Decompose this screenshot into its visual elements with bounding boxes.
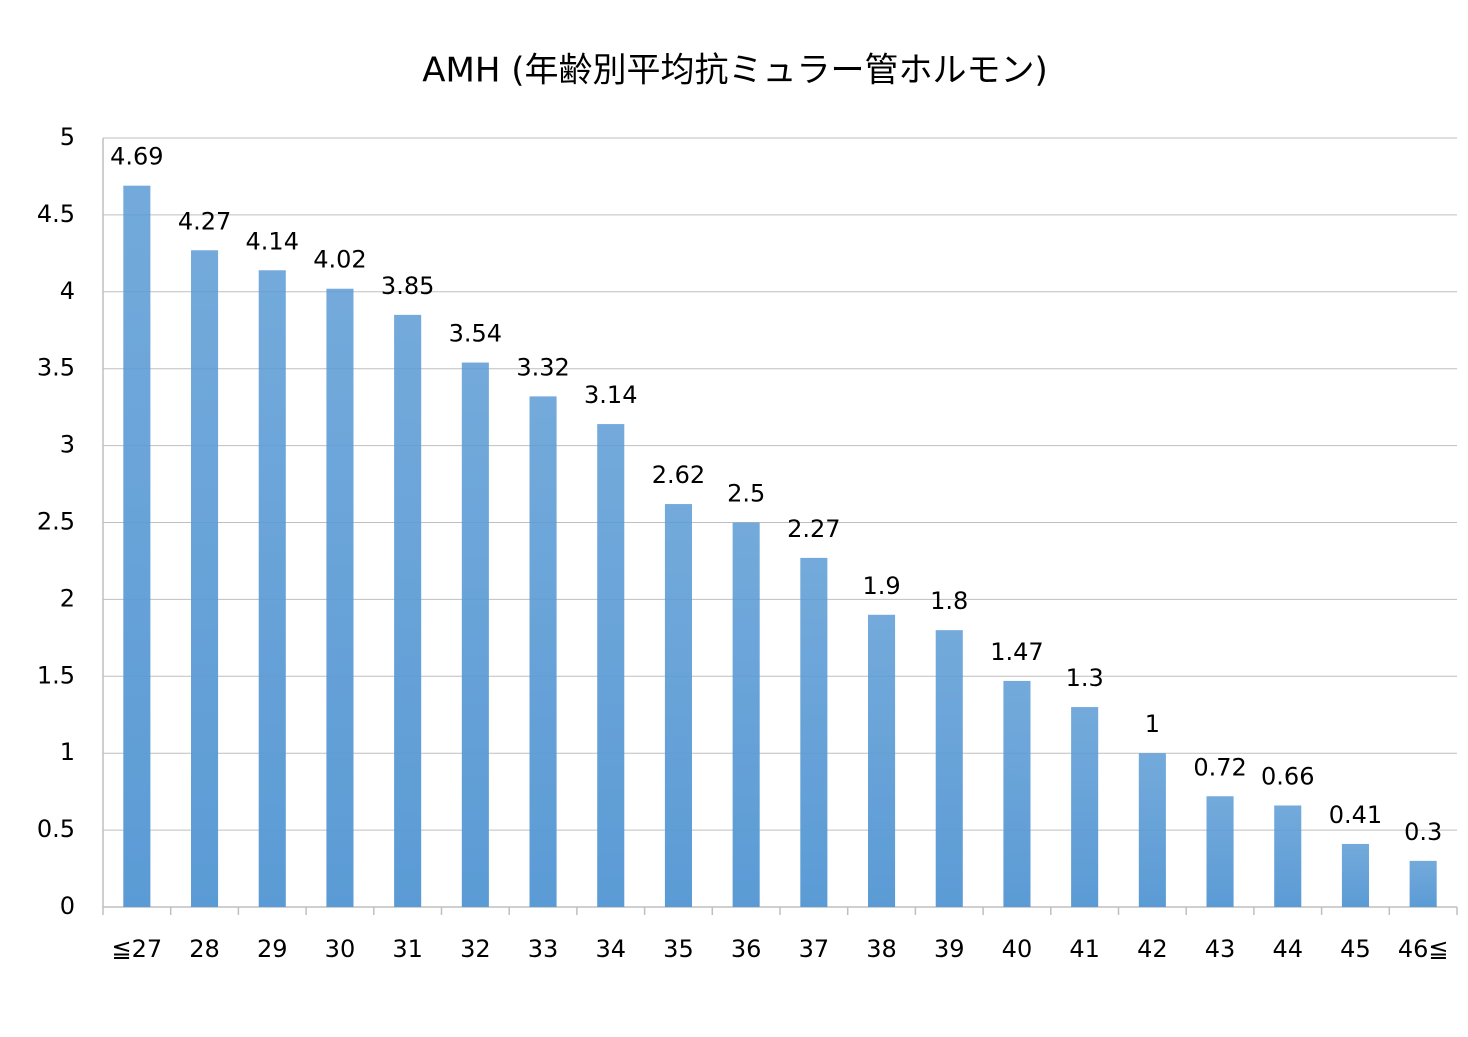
- bar: [123, 185, 151, 908]
- data-label: 2.27: [787, 515, 840, 543]
- x-tick-label: 29: [257, 935, 288, 963]
- y-tick-label: 4: [60, 277, 75, 305]
- bar: [191, 250, 219, 908]
- bar: [800, 557, 828, 907]
- bar: [258, 270, 286, 907]
- bar: [1003, 680, 1031, 907]
- y-tick-label: 5: [60, 123, 75, 151]
- data-label: 4.02: [313, 246, 366, 274]
- data-label: 4.69: [110, 143, 163, 171]
- y-tick-label: 0.5: [37, 815, 75, 843]
- x-tick-label: 37: [799, 935, 830, 963]
- y-tick-label: 2: [60, 584, 75, 612]
- data-label: 0.72: [1193, 753, 1246, 781]
- data-label: 0.3: [1404, 818, 1442, 846]
- bar: [1071, 707, 1099, 907]
- x-tick-label: 41: [1069, 935, 1100, 963]
- data-label: 3.85: [381, 272, 434, 300]
- x-tick-label: 45: [1340, 935, 1371, 963]
- data-label: 4.27: [178, 207, 231, 235]
- x-tick-label: 35: [663, 935, 694, 963]
- y-tick-label: 0: [60, 892, 75, 920]
- y-tick-label: 3: [60, 431, 75, 459]
- x-tick-label: 44: [1272, 935, 1303, 963]
- x-tick-label: 42: [1137, 935, 1168, 963]
- x-tick-label: 30: [325, 935, 356, 963]
- data-label: 0.66: [1261, 762, 1314, 790]
- y-tick-label: 4.5: [37, 200, 75, 228]
- data-label: 3.32: [516, 353, 569, 381]
- bar: [326, 288, 354, 907]
- bar: [664, 504, 692, 907]
- y-tick-label: 3.5: [37, 354, 75, 382]
- x-tick-label: 38: [866, 935, 897, 963]
- bar: [461, 362, 489, 908]
- data-label: 1.8: [930, 587, 968, 615]
- bar: [529, 396, 557, 907]
- x-tick-label: 34: [595, 935, 626, 963]
- bar: [1409, 860, 1437, 907]
- x-tick-label: 46≦: [1398, 935, 1449, 963]
- data-label: 3.54: [449, 320, 502, 348]
- x-tick-label: ≦27: [112, 935, 163, 963]
- x-tick-label: 31: [392, 935, 423, 963]
- data-label: 1.47: [990, 638, 1043, 666]
- data-label: 2.62: [652, 461, 705, 489]
- y-tick-label: 1: [60, 738, 75, 766]
- bar: [1138, 753, 1166, 907]
- data-label: 2.5: [727, 480, 765, 508]
- x-tick-label: 39: [934, 935, 965, 963]
- bar: [1341, 843, 1369, 907]
- data-label: 1: [1145, 710, 1160, 738]
- x-tick-label: 40: [1002, 935, 1033, 963]
- bar: [394, 314, 422, 907]
- data-label: 1.3: [1066, 664, 1104, 692]
- data-label: 0.41: [1329, 801, 1382, 829]
- x-tick-label: 36: [731, 935, 762, 963]
- y-tick-label: 1.5: [37, 661, 75, 689]
- chart-title: AMH (年齢別平均抗ミュラー管ホルモン): [422, 51, 1048, 91]
- bar: [732, 522, 760, 907]
- bar: [935, 630, 963, 907]
- y-tick-label: 2.5: [37, 508, 75, 536]
- bar: [1274, 805, 1302, 907]
- x-tick-label: 33: [528, 935, 559, 963]
- x-tick-label: 43: [1205, 935, 1236, 963]
- x-tick-label: 32: [460, 935, 491, 963]
- bar: [868, 614, 896, 907]
- bar: [1206, 796, 1234, 907]
- data-label: 3.14: [584, 381, 637, 409]
- bar: [597, 424, 625, 907]
- data-label: 1.9: [862, 572, 900, 600]
- x-tick-label: 28: [189, 935, 220, 963]
- data-label: 4.14: [246, 227, 299, 255]
